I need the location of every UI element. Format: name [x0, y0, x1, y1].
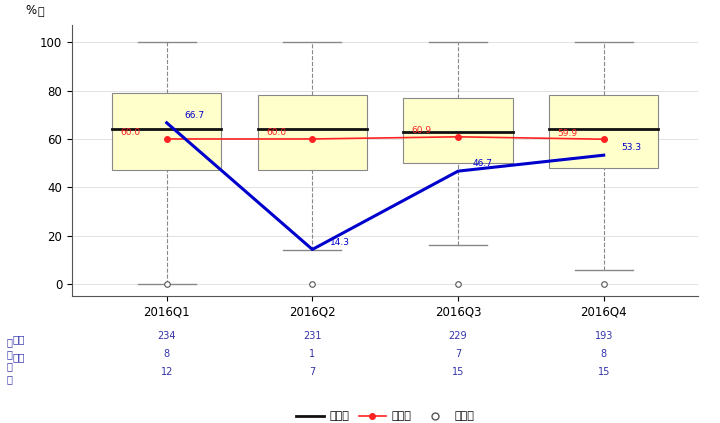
- Text: 59.9: 59.9: [557, 129, 577, 137]
- Bar: [549, 96, 658, 168]
- Text: 229
7
15: 229 7 15: [449, 331, 467, 377]
- Text: 193
8
15: 193 8 15: [595, 331, 613, 377]
- Legend: 中央値, 平均値, 外れ値: 中央値, 平均値, 外れ値: [292, 407, 478, 423]
- Text: 46.7: 46.7: [472, 159, 492, 168]
- Text: 60.9: 60.9: [412, 126, 432, 135]
- Text: 14.3: 14.3: [330, 238, 350, 247]
- Text: %: %: [25, 4, 36, 17]
- Bar: [112, 93, 221, 170]
- Text: 分
子
分
母: 分 子 分 母: [6, 337, 12, 384]
- Bar: [258, 96, 367, 170]
- Text: －: －: [37, 7, 44, 17]
- Text: 53.3: 53.3: [621, 143, 642, 152]
- Text: 66.7: 66.7: [184, 111, 204, 120]
- Bar: [403, 98, 513, 163]
- Text: 60.0: 60.0: [266, 128, 286, 137]
- Text: 分子
分母: 分子 分母: [12, 334, 25, 362]
- Text: 60.0: 60.0: [120, 128, 140, 137]
- Text: 231
1
7: 231 1 7: [303, 331, 322, 377]
- Text: 234
8
12: 234 8 12: [158, 331, 176, 377]
